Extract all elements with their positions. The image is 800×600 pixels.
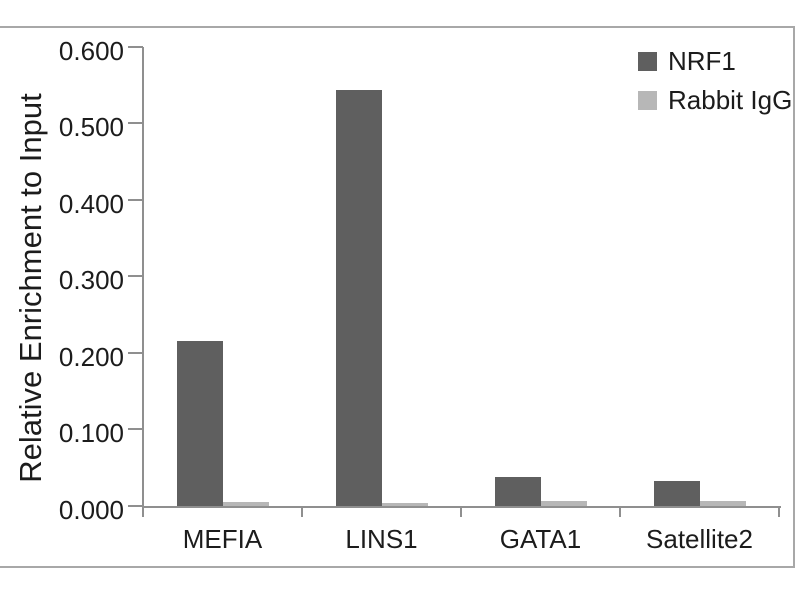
x-tick [778,506,780,517]
y-tick [128,46,143,48]
legend-entry-nrf1: NRF1 [638,42,792,81]
legend: NRF1 Rabbit IgG [638,42,792,120]
category-label-satellite2: Satellite2 [646,524,753,554]
x-tick [460,506,462,517]
bar-nrf1-lins1 [335,90,382,506]
y-tick-label: 0.600 [58,36,124,66]
legend-label: Rabbit IgG [668,85,793,115]
chart-frame [0,26,795,568]
y-tick-label: 0.300 [58,265,124,295]
y-tick-label: 0.200 [58,342,124,372]
y-tick-label: 0.400 [58,189,124,219]
y-tick-label: 0.000 [58,495,124,525]
bar-rabbit-igg-mefia [222,502,269,506]
x-tick [619,506,621,517]
x-tick [301,506,303,517]
category-label-lins1: LINS1 [345,524,418,554]
y-tick [128,199,143,201]
legend-swatch-icon [638,52,657,71]
y-tick [128,352,143,354]
category-label-gata1: GATA1 [499,524,582,554]
category-label-mefia: MEFIA [182,524,263,554]
bar-nrf1-gata1 [494,477,541,506]
y-tick [128,505,143,507]
legend-swatch-icon [638,91,657,110]
bar-nrf1-mefia [176,341,223,506]
y-axis-line [142,47,144,508]
bar-rabbit-igg-lins1 [381,503,428,506]
legend-label: NRF1 [668,46,736,76]
bar-nrf1-satellite2 [653,481,700,506]
bar-rabbit-igg-gata1 [540,501,587,506]
y-tick [128,428,143,430]
x-tick [142,506,144,517]
y-axis-title: Relative Enrichment to Input [13,93,48,483]
y-tick-label: 0.100 [58,418,124,448]
y-tick [128,275,143,277]
y-tick-label: 0.500 [58,112,124,142]
bar-rabbit-igg-satellite2 [699,501,746,506]
legend-entry-rabbit-igg: Rabbit IgG [638,81,792,120]
y-tick [128,122,143,124]
